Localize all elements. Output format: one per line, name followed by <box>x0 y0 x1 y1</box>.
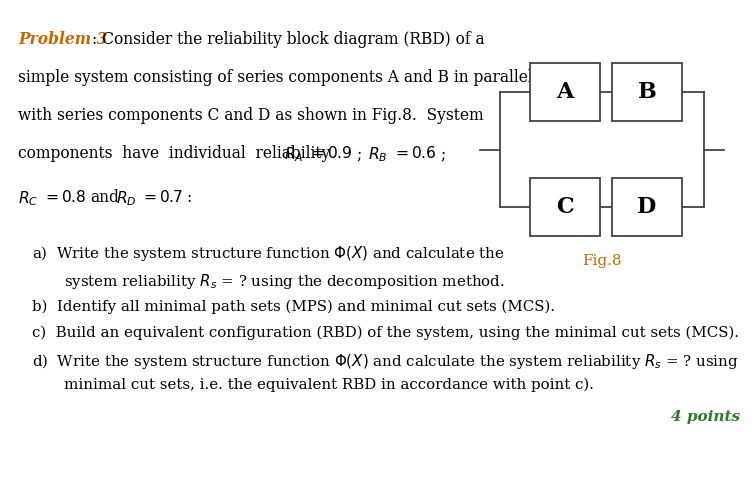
Text: $R_B$: $R_B$ <box>368 145 388 164</box>
Text: C: C <box>556 196 574 218</box>
Text: Fig.8: Fig.8 <box>582 254 622 268</box>
Text: B: B <box>638 81 657 103</box>
Text: system reliability $R_s$ = ? using the decomposition method.: system reliability $R_s$ = ? using the d… <box>64 272 504 291</box>
Text: c)  Build an equivalent configuration (RBD) of the system, using the minimal cut: c) Build an equivalent configuration (RB… <box>32 326 739 340</box>
Text: d)  Write the system structure function $\Phi(X)$ and calculate the system relia: d) Write the system structure function $… <box>32 352 738 371</box>
Text: $R_A$: $R_A$ <box>284 145 303 164</box>
Bar <box>530 178 600 236</box>
Text: $=0.7$: $=0.7$ <box>140 189 183 206</box>
Text: Problem 3: Problem 3 <box>18 31 107 48</box>
Text: D: D <box>637 196 657 218</box>
Text: ;: ; <box>440 145 446 162</box>
Bar <box>612 178 682 236</box>
Text: ;: ; <box>356 145 361 162</box>
Text: 4 points: 4 points <box>671 410 740 424</box>
Text: simple system consisting of series components A and B in parallel: simple system consisting of series compo… <box>18 69 533 86</box>
Text: components  have  individual  reliability: components have individual reliability <box>18 145 330 162</box>
Text: : Consider the reliability block diagram (RBD) of a: : Consider the reliability block diagram… <box>92 31 485 48</box>
Text: minimal cut sets, i.e. the equivalent RBD in accordance with point c).: minimal cut sets, i.e. the equivalent RB… <box>64 378 594 392</box>
Text: A: A <box>556 81 574 103</box>
Bar <box>530 63 600 121</box>
Text: :: : <box>186 189 192 206</box>
Text: b)  Identify all minimal path sets (MPS) and minimal cut sets (MCS).: b) Identify all minimal path sets (MPS) … <box>32 300 555 314</box>
Text: $=0.8$: $=0.8$ <box>42 189 86 206</box>
Text: $R_D$: $R_D$ <box>116 189 136 208</box>
Text: and: and <box>90 189 119 206</box>
Bar <box>612 63 682 121</box>
Text: $=0.6$: $=0.6$ <box>392 145 437 162</box>
Text: a)  Write the system structure function $\Phi(X)$ and calculate the: a) Write the system structure function $… <box>32 244 504 263</box>
Text: $=0.9$: $=0.9$ <box>308 145 353 162</box>
Text: with series components C and D as shown in Fig.8.  System: with series components C and D as shown … <box>18 107 483 124</box>
Text: $R_C$: $R_C$ <box>18 189 38 208</box>
